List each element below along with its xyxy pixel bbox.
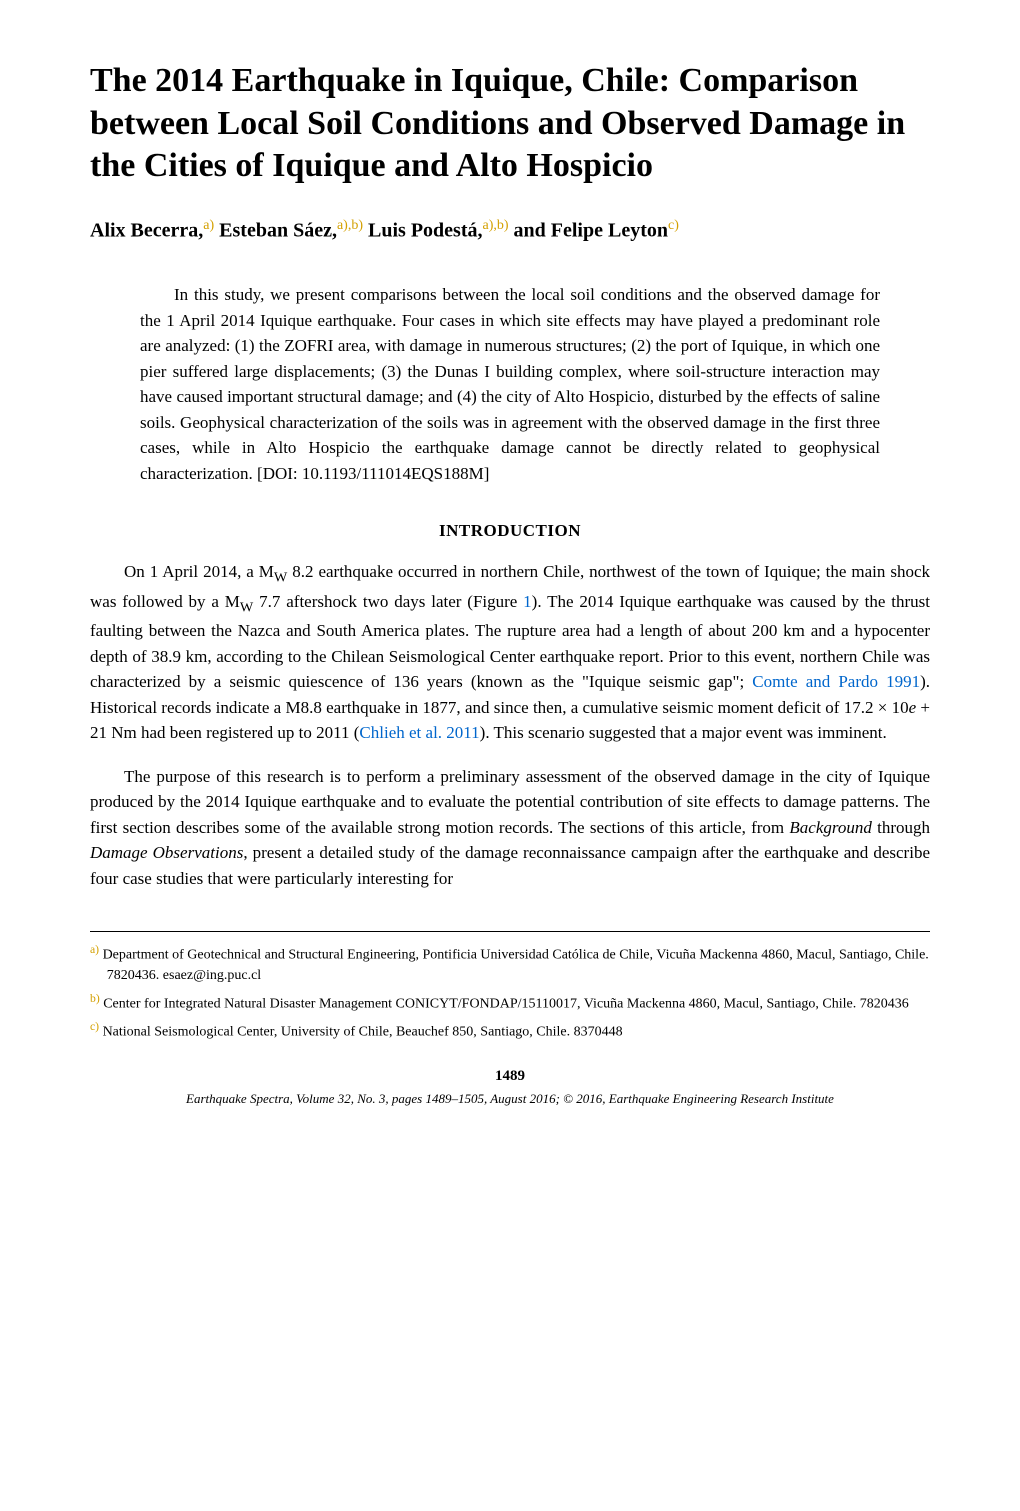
ref-comte-pardo-1991[interactable]: Comte and Pardo 1991: [752, 672, 920, 691]
footnote-c-text: National Seismological Center, Universit…: [99, 1024, 623, 1039]
author-2-aff: a),b): [337, 218, 363, 233]
p2-text: through: [872, 818, 930, 837]
author-3-aff: a),b): [482, 218, 508, 233]
p1-sub2: W: [240, 599, 253, 615]
journal-details: , Volume 32, No. 3, pages 1489–1505, Aug…: [290, 1091, 834, 1106]
footnote-a-text: Department of Geotechnical and Structura…: [99, 948, 929, 983]
p1-text: 7.7 aftershock two days later (Figure: [253, 592, 523, 611]
p1-exp: e: [909, 698, 917, 717]
p1-text: ). This scenario suggested that a major …: [480, 723, 887, 742]
paper-title: The 2014 Earthquake in Iquique, Chile: C…: [90, 60, 930, 188]
footnote-a: a) Department of Geotechnical and Struct…: [90, 942, 930, 986]
ref-chlieh-2011[interactable]: Chlieh et al. 2011: [359, 723, 479, 742]
intro-paragraph-1: On 1 April 2014, a MW 8.2 earthquake occ…: [90, 559, 930, 746]
author-2: Esteban Sáez,: [219, 219, 337, 241]
footnote-b-text: Center for Integrated Natural Disaster M…: [100, 996, 909, 1011]
author-1: Alix Becerra,: [90, 219, 203, 241]
abstract-text: In this study, we present comparisons be…: [140, 282, 880, 486]
page-number: 1489: [90, 1068, 930, 1085]
footnote-b: b) Center for Integrated Natural Disaste…: [90, 991, 930, 1015]
section-heading-introduction: INTRODUCTION: [90, 521, 930, 541]
author-4-pre: and: [514, 219, 551, 241]
figure-1-link[interactable]: 1: [523, 592, 532, 611]
author-3: Luis Podestá,: [368, 219, 482, 241]
footnote-a-mark: a): [90, 943, 99, 956]
journal-footer: Earthquake Spectra, Volume 32, No. 3, pa…: [90, 1091, 930, 1107]
footnote-b-mark: b): [90, 992, 100, 1005]
footnote-c-mark: c): [90, 1020, 99, 1033]
journal-name: Earthquake Spectra: [186, 1091, 290, 1106]
footnotes-block: a) Department of Geotechnical and Struct…: [90, 931, 930, 1042]
intro-paragraph-2: The purpose of this research is to perfo…: [90, 764, 930, 892]
author-1-aff: a): [203, 218, 214, 233]
p1-sub1: W: [274, 570, 287, 586]
p2-italic-2: Damage Observations: [90, 843, 243, 862]
p1-text: On 1 April 2014, a M: [124, 562, 274, 581]
author-4: Felipe Leyton: [551, 219, 668, 241]
footnote-c: c) National Seismological Center, Univer…: [90, 1019, 930, 1043]
author-line: Alix Becerra,a) Esteban Sáez,a),b) Luis …: [90, 218, 930, 243]
author-4-aff: c): [668, 218, 679, 233]
p2-italic-1: Background: [789, 818, 871, 837]
